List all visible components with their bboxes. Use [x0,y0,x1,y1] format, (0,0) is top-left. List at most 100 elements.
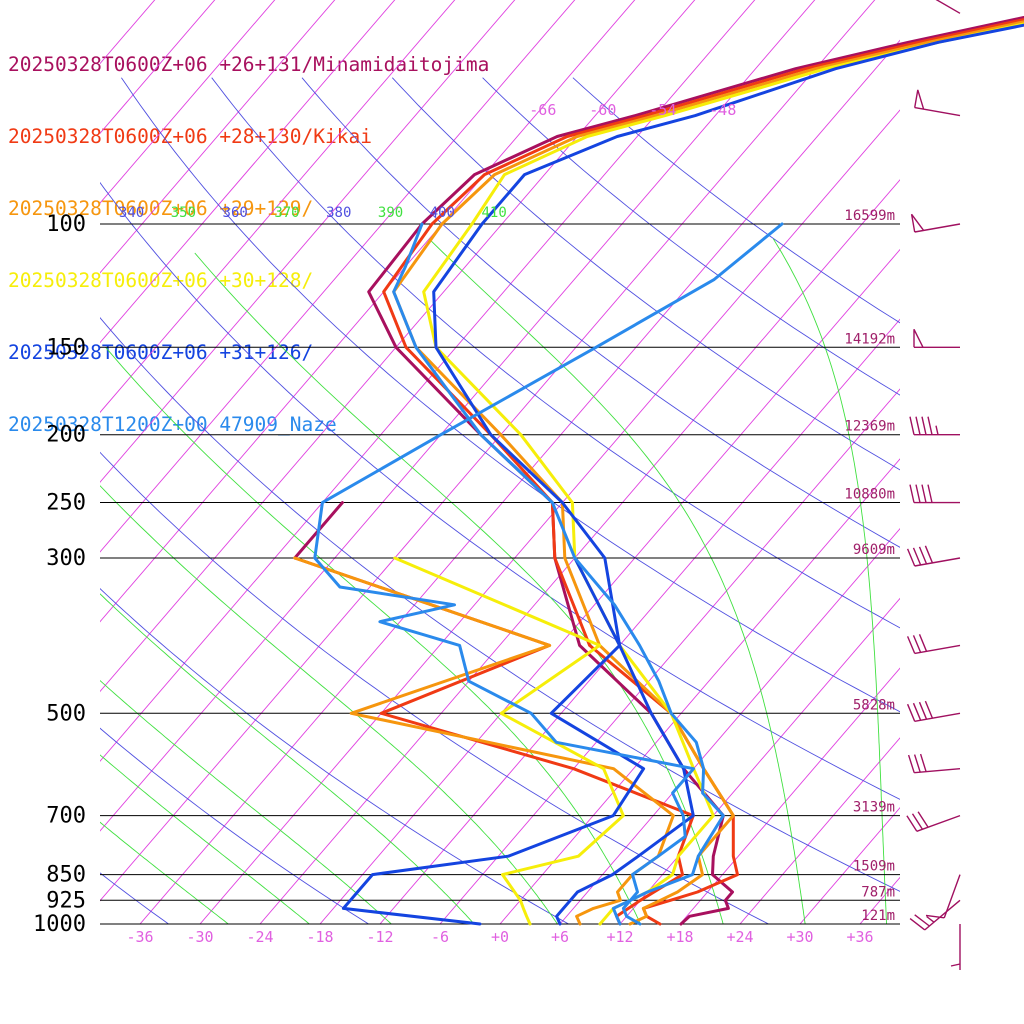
height-label: 14192m [844,331,895,347]
wind-barb [909,484,960,504]
theta-label: 380 [326,205,351,221]
wind-barb [910,213,961,233]
wind-barbs [906,0,961,970]
series-4-temperature-line [432,23,1024,926]
isotherm-line [100,0,816,832]
theta-label: 410 [482,205,507,221]
moist-adiabat-grid [100,238,888,924]
upper-temperature-label: -48 [709,101,736,119]
temperature-tick-label: -6 [431,928,449,946]
isotherm-line [100,0,216,134]
isotherm-line [100,0,756,762]
temperature-tick-label: +36 [846,928,873,946]
pressure-tick-label: 100 [46,212,86,237]
dry-adiabat-grid [100,77,900,924]
isotherm-line [439,388,900,924]
wind-barb [909,899,961,931]
wind-barb [914,89,961,117]
pressure-tick-label: 200 [46,423,86,448]
dry-adiabat-line [391,77,900,471]
height-label: 9609m [853,542,895,558]
isotherm-line [920,0,1024,924]
moist-adiabat-line [100,679,392,924]
isotherm-line [559,527,900,924]
moist-adiabat-line [772,238,888,924]
moist-adiabat-line [194,252,724,924]
pressure-tick-label: 150 [46,335,86,360]
isotherm-line [100,0,396,344]
temperature-tick-label: -18 [306,928,333,946]
isotherm-line [0,0,22,924]
isotherm-line [0,0,142,924]
moist-adiabat-line [100,485,558,924]
temperature-tick-label: +0 [491,928,509,946]
pressure-tick-label: 925 [46,888,86,913]
dry-adiabat-line [482,77,900,396]
wind-barb [906,634,961,655]
temperature-tick-label: +30 [786,928,813,946]
wind-barb [909,416,960,436]
temperature-tick-label: +24 [726,928,753,946]
dry-adiabat-line [100,872,170,924]
legend-entry-4: 20250328T0600Z+06 +31+126/ [8,341,314,364]
dry-adiabat-line [211,77,900,629]
isotherm-grid [0,0,1024,924]
series-1-dewpoint-line [293,556,695,926]
isotherm-line [799,807,900,924]
height-label: 787m [861,884,895,900]
isotherm-line [499,458,900,924]
isotherm-line [679,667,900,924]
pressure-tick-label: 850 [46,863,86,888]
profiles [293,15,1024,926]
height-label: 12369m [844,419,895,435]
series-3-dewpoint-line [393,556,625,926]
isotherm-line [100,0,696,693]
wind-barb [950,924,961,970]
moist-adiabat-line [100,593,475,924]
isotherm-line [100,0,876,902]
upper-temperature-label: -54 [649,101,676,119]
isotherm-line [319,248,900,924]
legend: 20250328T0600Z+06 +26+131/Minamidaitojim… [8,5,489,461]
series-5-dewpoint-line [313,222,784,926]
theta-label: 360 [223,205,248,221]
height-label: 121m [861,908,895,924]
upper-temperature-label: -66 [529,101,556,119]
pressure-tick-label: 250 [46,491,86,516]
dry-adiabat-line [301,77,900,548]
isotherm-line [100,0,156,65]
isotherm-line [100,0,576,553]
dry-adiabat-line [100,316,900,892]
height-label: 1509m [853,859,895,875]
wind-barb [907,753,961,774]
pressure-tick-label: 500 [46,701,86,726]
theta-label: 390 [378,205,403,221]
moist-adiabat-line [100,754,311,924]
pressure-lines [100,223,900,925]
height-label: 16599m [844,208,895,224]
wind-barb [906,811,961,832]
isotherm-line [0,0,82,924]
isotherm-line [259,179,900,924]
series-2-temperature-line [392,20,1024,926]
temperature-tick-label: -30 [186,928,213,946]
isotherm-line [619,597,900,924]
pressure-tick-label: 300 [46,546,86,571]
temperature-tick-label: +18 [666,928,693,946]
isotherm-line [739,737,900,924]
wind-barb [935,0,961,14]
isotherm-line [100,0,336,274]
theta-label: 340 [119,205,144,221]
theta-label: 350 [171,205,196,221]
isotherm-line [100,0,276,204]
temperature-tick-label: -12 [366,928,393,946]
wind-barb [925,874,961,919]
legend-entry-2: 20250328T0600Z+06 +29+129/ [8,197,314,220]
wind-barb [906,545,961,567]
dry-adiabat-line [100,588,570,924]
temperature-tick-label: -24 [246,928,273,946]
theta-label: 370 [274,205,299,221]
series-5-temperature-line [392,222,725,926]
